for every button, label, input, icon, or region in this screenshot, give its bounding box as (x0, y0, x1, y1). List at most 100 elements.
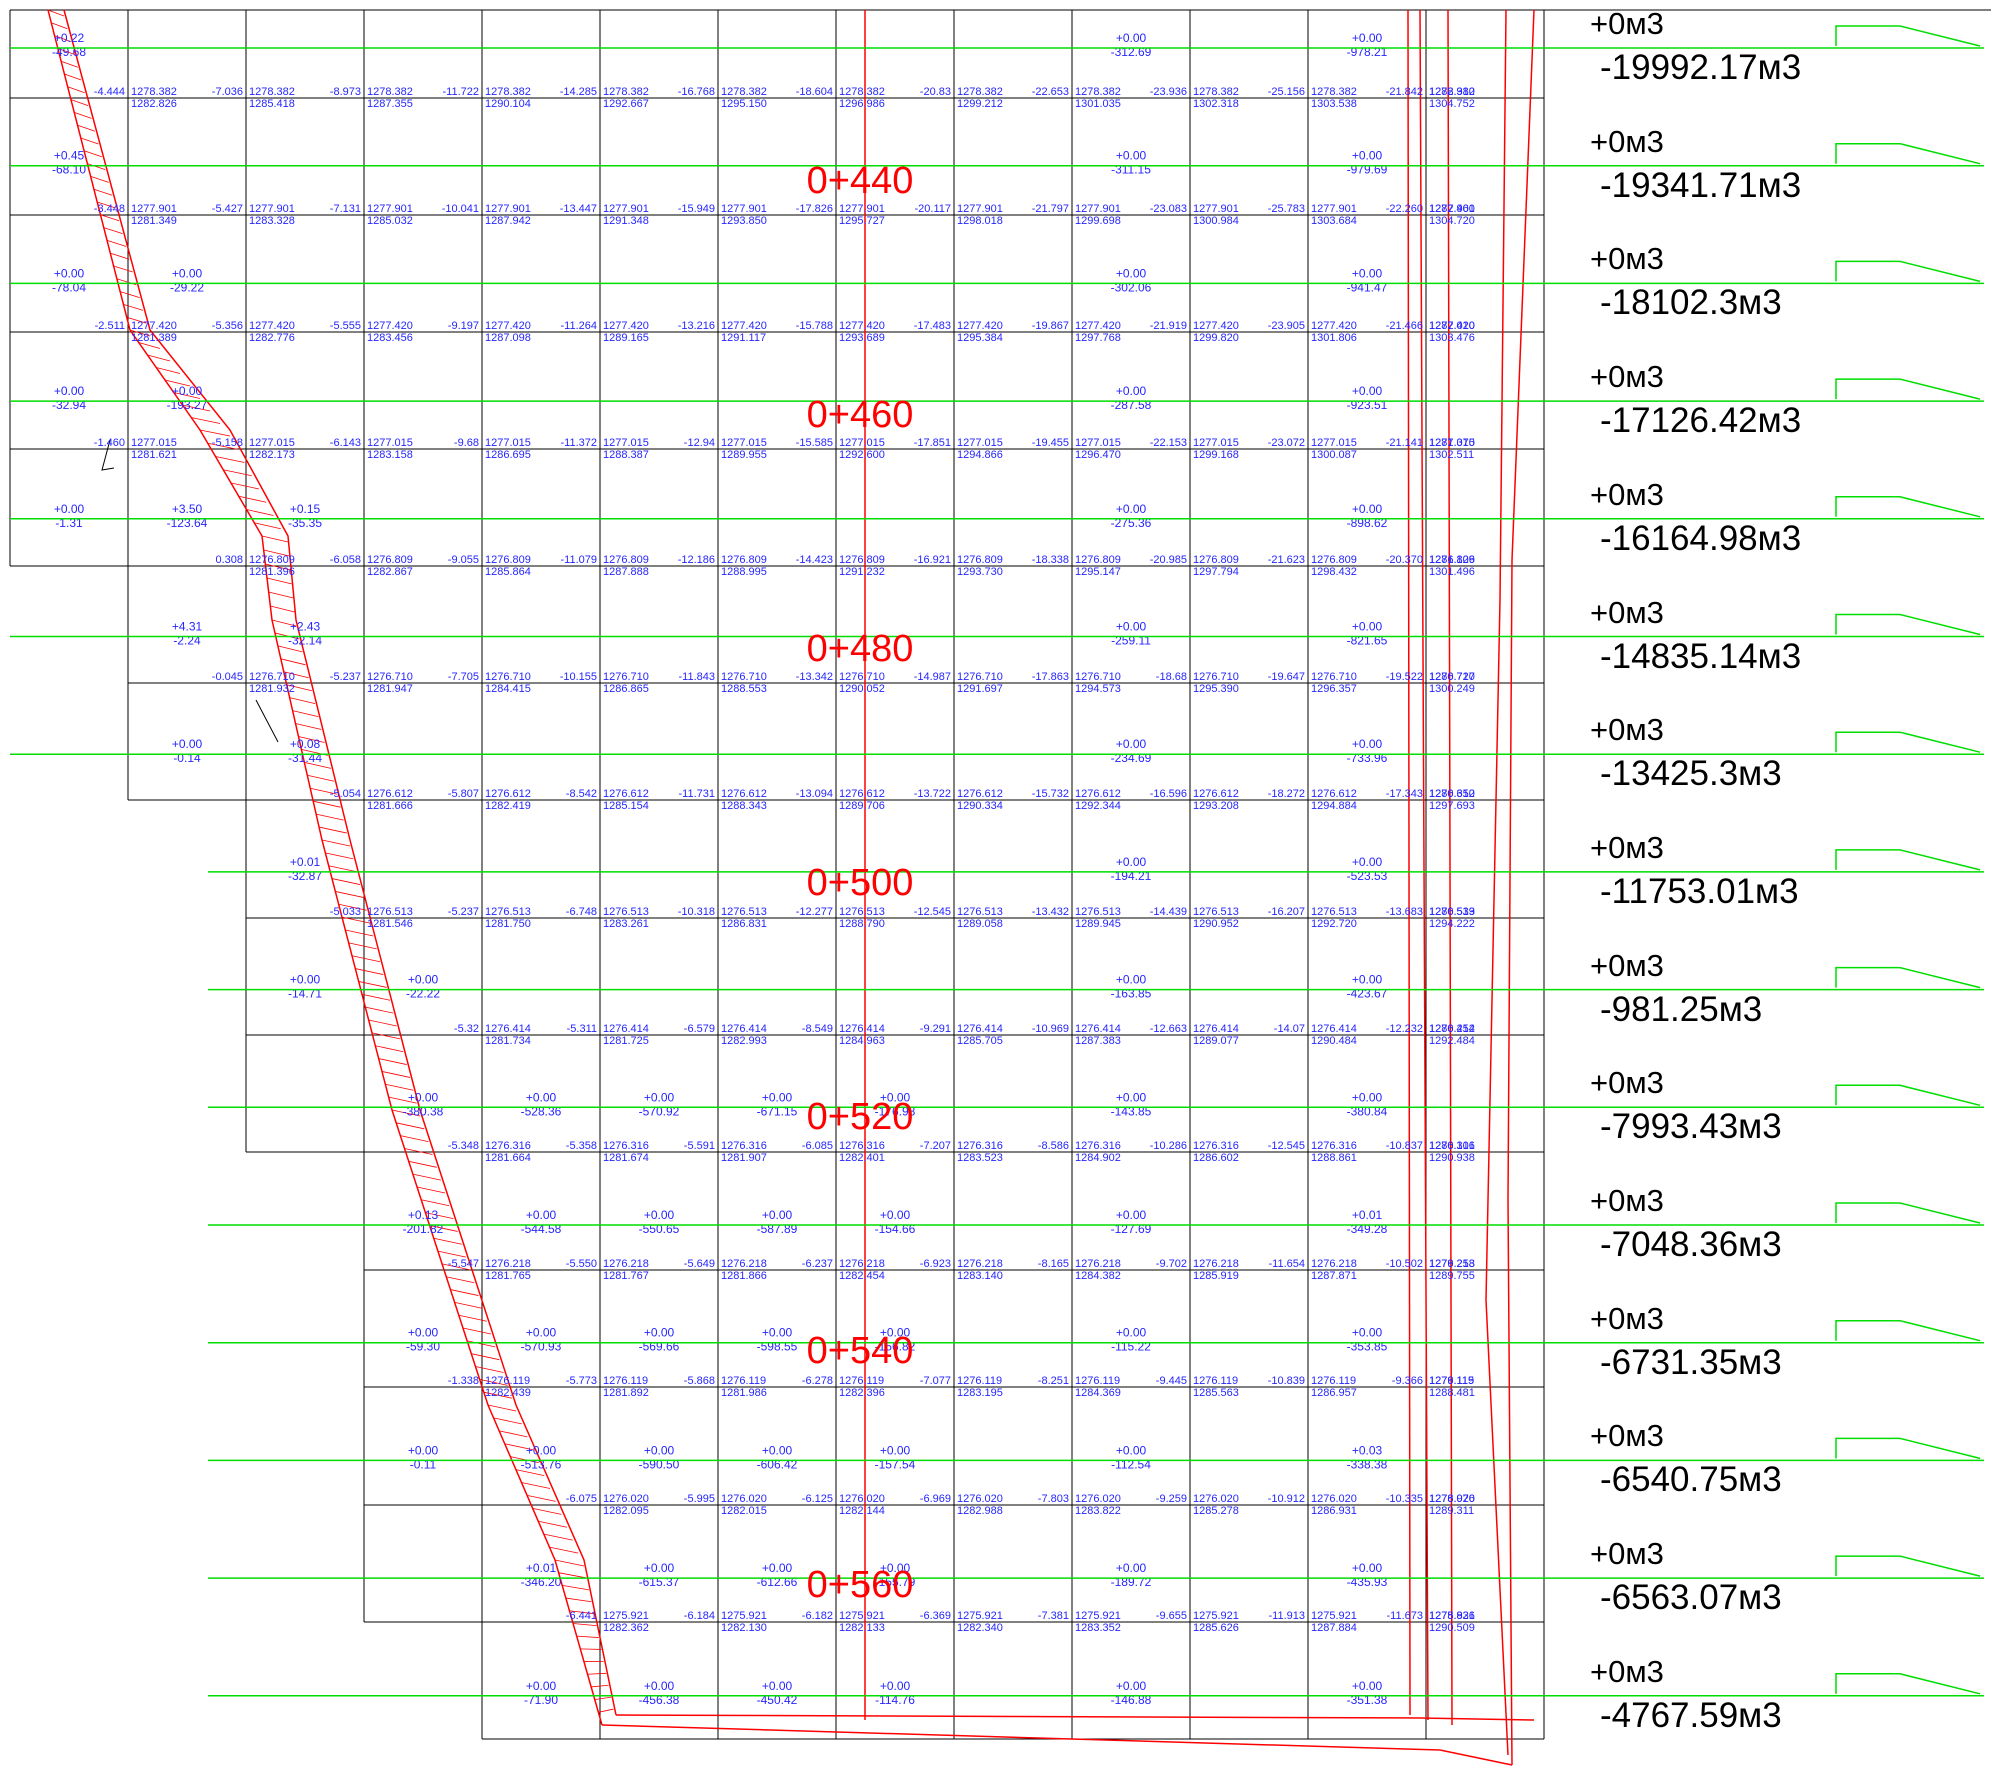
node-design-elevation: 1277.015 (721, 437, 767, 449)
node-ground-elevation: 1282.362 (603, 1622, 649, 1634)
node-work-mark: -20.370 (1386, 554, 1423, 566)
cell-cut-volume: -275.36 (1111, 516, 1152, 530)
node-work-mark: -5.356 (212, 320, 243, 332)
cell-cut-volume: -821.65 (1347, 634, 1388, 648)
slope-hatch (594, 1696, 612, 1701)
node-design-elevation: 1276.710 (603, 671, 649, 683)
slope-hatch (562, 1584, 589, 1591)
node-work-mark: -22.153 (1150, 437, 1187, 449)
node-work-mark: -16.768 (678, 86, 715, 98)
node-work-mark: -5.807 (448, 788, 479, 800)
cell-fill-volume: +4.31 (172, 620, 203, 634)
node-work-mark: -5.033 (330, 906, 361, 918)
slope-hatch (67, 86, 85, 94)
slope-hatch (341, 916, 371, 924)
node-ground-elevation: 1286.695 (485, 449, 531, 461)
cell-fill-volume: +0.00 (1116, 1090, 1147, 1104)
node-ground-elevation: 1300.087 (1311, 449, 1357, 461)
node-work-mark: -9.291 (920, 1023, 951, 1035)
node-design-elevation: 1276.612 (1429, 788, 1475, 800)
node-ground-elevation: 1283.352 (1075, 1622, 1121, 1634)
node-design-elevation: 1276.218 (603, 1258, 649, 1270)
node-design-elevation: 1276.119 (1429, 1375, 1474, 1387)
node-work-mark: -12.545 (1268, 1140, 1305, 1152)
node-work-mark: -10.318 (678, 906, 715, 918)
node-ground-elevation: 1282.401 (839, 1152, 885, 1164)
node-ground-elevation: 1282.144 (839, 1505, 885, 1517)
slope-hatch (433, 1237, 462, 1245)
cell-cut-volume: -114.76 (875, 1693, 915, 1707)
slope-hatch (191, 417, 221, 424)
cell-cut-volume: -123.64 (167, 516, 208, 530)
cell-cut-volume: -615.37 (639, 1575, 680, 1589)
node-work-mark: -8.586 (1038, 1140, 1069, 1152)
node-design-elevation: 1276.612 (1193, 788, 1239, 800)
node-work-mark: -9.197 (448, 320, 479, 332)
node-design-elevation: 1277.420 (485, 320, 531, 332)
node-work-mark: -13.216 (678, 320, 715, 332)
node-ground-elevation: 1296.357 (1311, 683, 1357, 695)
node-ground-elevation: 1285.919 (1193, 1270, 1239, 1282)
node-work-mark: -5.237 (330, 671, 361, 683)
node-design-elevation: 1277.901 (603, 203, 649, 215)
cell-cut-volume: -450.42 (757, 1693, 798, 1707)
design-boundary-line (1419, 9, 1429, 1721)
node-ground-elevation: 1282.133 (839, 1622, 885, 1634)
node-work-mark: -12.186 (678, 554, 715, 566)
node-work-mark: -23.083 (1150, 203, 1187, 215)
node-design-elevation: 1276.414 (603, 1023, 649, 1035)
node-design-elevation: 1276.710 (367, 671, 413, 683)
section-volume-tab (1835, 142, 1981, 165)
slope-hatch (454, 1302, 483, 1309)
node-work-mark: -20.985 (1150, 554, 1187, 566)
node-ground-elevation: 1287.888 (603, 566, 649, 578)
node-design-elevation: 1276.513 (1193, 906, 1239, 918)
section-volume-tab (1835, 496, 1981, 518)
node-design-elevation: 1276.710 (1075, 671, 1121, 683)
node-design-elevation: 1276.414 (1193, 1023, 1239, 1035)
node-ground-elevation: 1289.077 (1193, 1035, 1239, 1047)
node-ground-elevation: 1285.705 (957, 1035, 1003, 1047)
section-volume-tab (1835, 25, 1981, 47)
node-work-mark: 0.308 (215, 554, 243, 566)
node-work-mark: -9.68 (454, 437, 479, 449)
node-design-elevation: 1277.015 (1311, 437, 1357, 449)
node-design-elevation: 1276.316 (603, 1140, 649, 1152)
node-ground-elevation: 1281.866 (721, 1270, 767, 1282)
node-design-elevation: 1276.414 (1311, 1023, 1357, 1035)
node-ground-elevation: 1288.553 (721, 683, 767, 695)
slope-hatch (207, 442, 238, 450)
slope-hatch (298, 736, 325, 743)
node-ground-elevation: 1288.343 (721, 800, 767, 812)
node-ground-elevation: 1283.822 (1075, 1505, 1121, 1517)
node-ground-elevation: 1282.340 (957, 1622, 1003, 1634)
node-design-elevation: 1278.382 (485, 86, 531, 98)
node-ground-elevation: 1303.684 (1311, 215, 1357, 227)
cell-fill-volume: +0.01 (1352, 1208, 1383, 1222)
node-work-mark: -10.839 (1268, 1375, 1305, 1387)
node-ground-elevation: 1290.052 (839, 683, 885, 695)
node-design-elevation: 1276.316 (957, 1140, 1003, 1152)
node-design-elevation: 1277.015 (957, 437, 1003, 449)
cell-cut-volume: -31.44 (288, 751, 322, 765)
slope-hatch (318, 826, 347, 834)
node-work-mark: -12.545 (914, 906, 951, 918)
node-edge-elevation: 1280.539 (1429, 906, 1475, 918)
node-design-elevation: 1276.612 (1311, 788, 1357, 800)
node-ground-elevation: 1297.693 (1429, 800, 1475, 812)
cell-cut-volume: -234.69 (1111, 751, 1152, 765)
node-design-elevation: 1277.901 (1075, 203, 1121, 215)
slope-hatch (335, 891, 364, 898)
cell-cut-volume: -78.04 (52, 280, 86, 294)
node-design-elevation: 1276.809 (721, 554, 767, 566)
node-work-mark: -19.455 (1032, 437, 1069, 449)
node-ground-elevation: 1288.995 (721, 566, 767, 578)
cell-cut-volume: -380.84 (1347, 1104, 1388, 1118)
cell-fill-volume: +0.00 (644, 1443, 675, 1457)
slope-hatch (246, 509, 274, 516)
node-ground-elevation: 1282.419 (485, 800, 531, 812)
cell-fill-volume: +2.43 (290, 620, 321, 634)
node-design-elevation: 1276.020 (1075, 1493, 1121, 1505)
node-ground-elevation: 1287.884 (1311, 1622, 1357, 1634)
node-ground-elevation: 1283.261 (603, 918, 649, 930)
